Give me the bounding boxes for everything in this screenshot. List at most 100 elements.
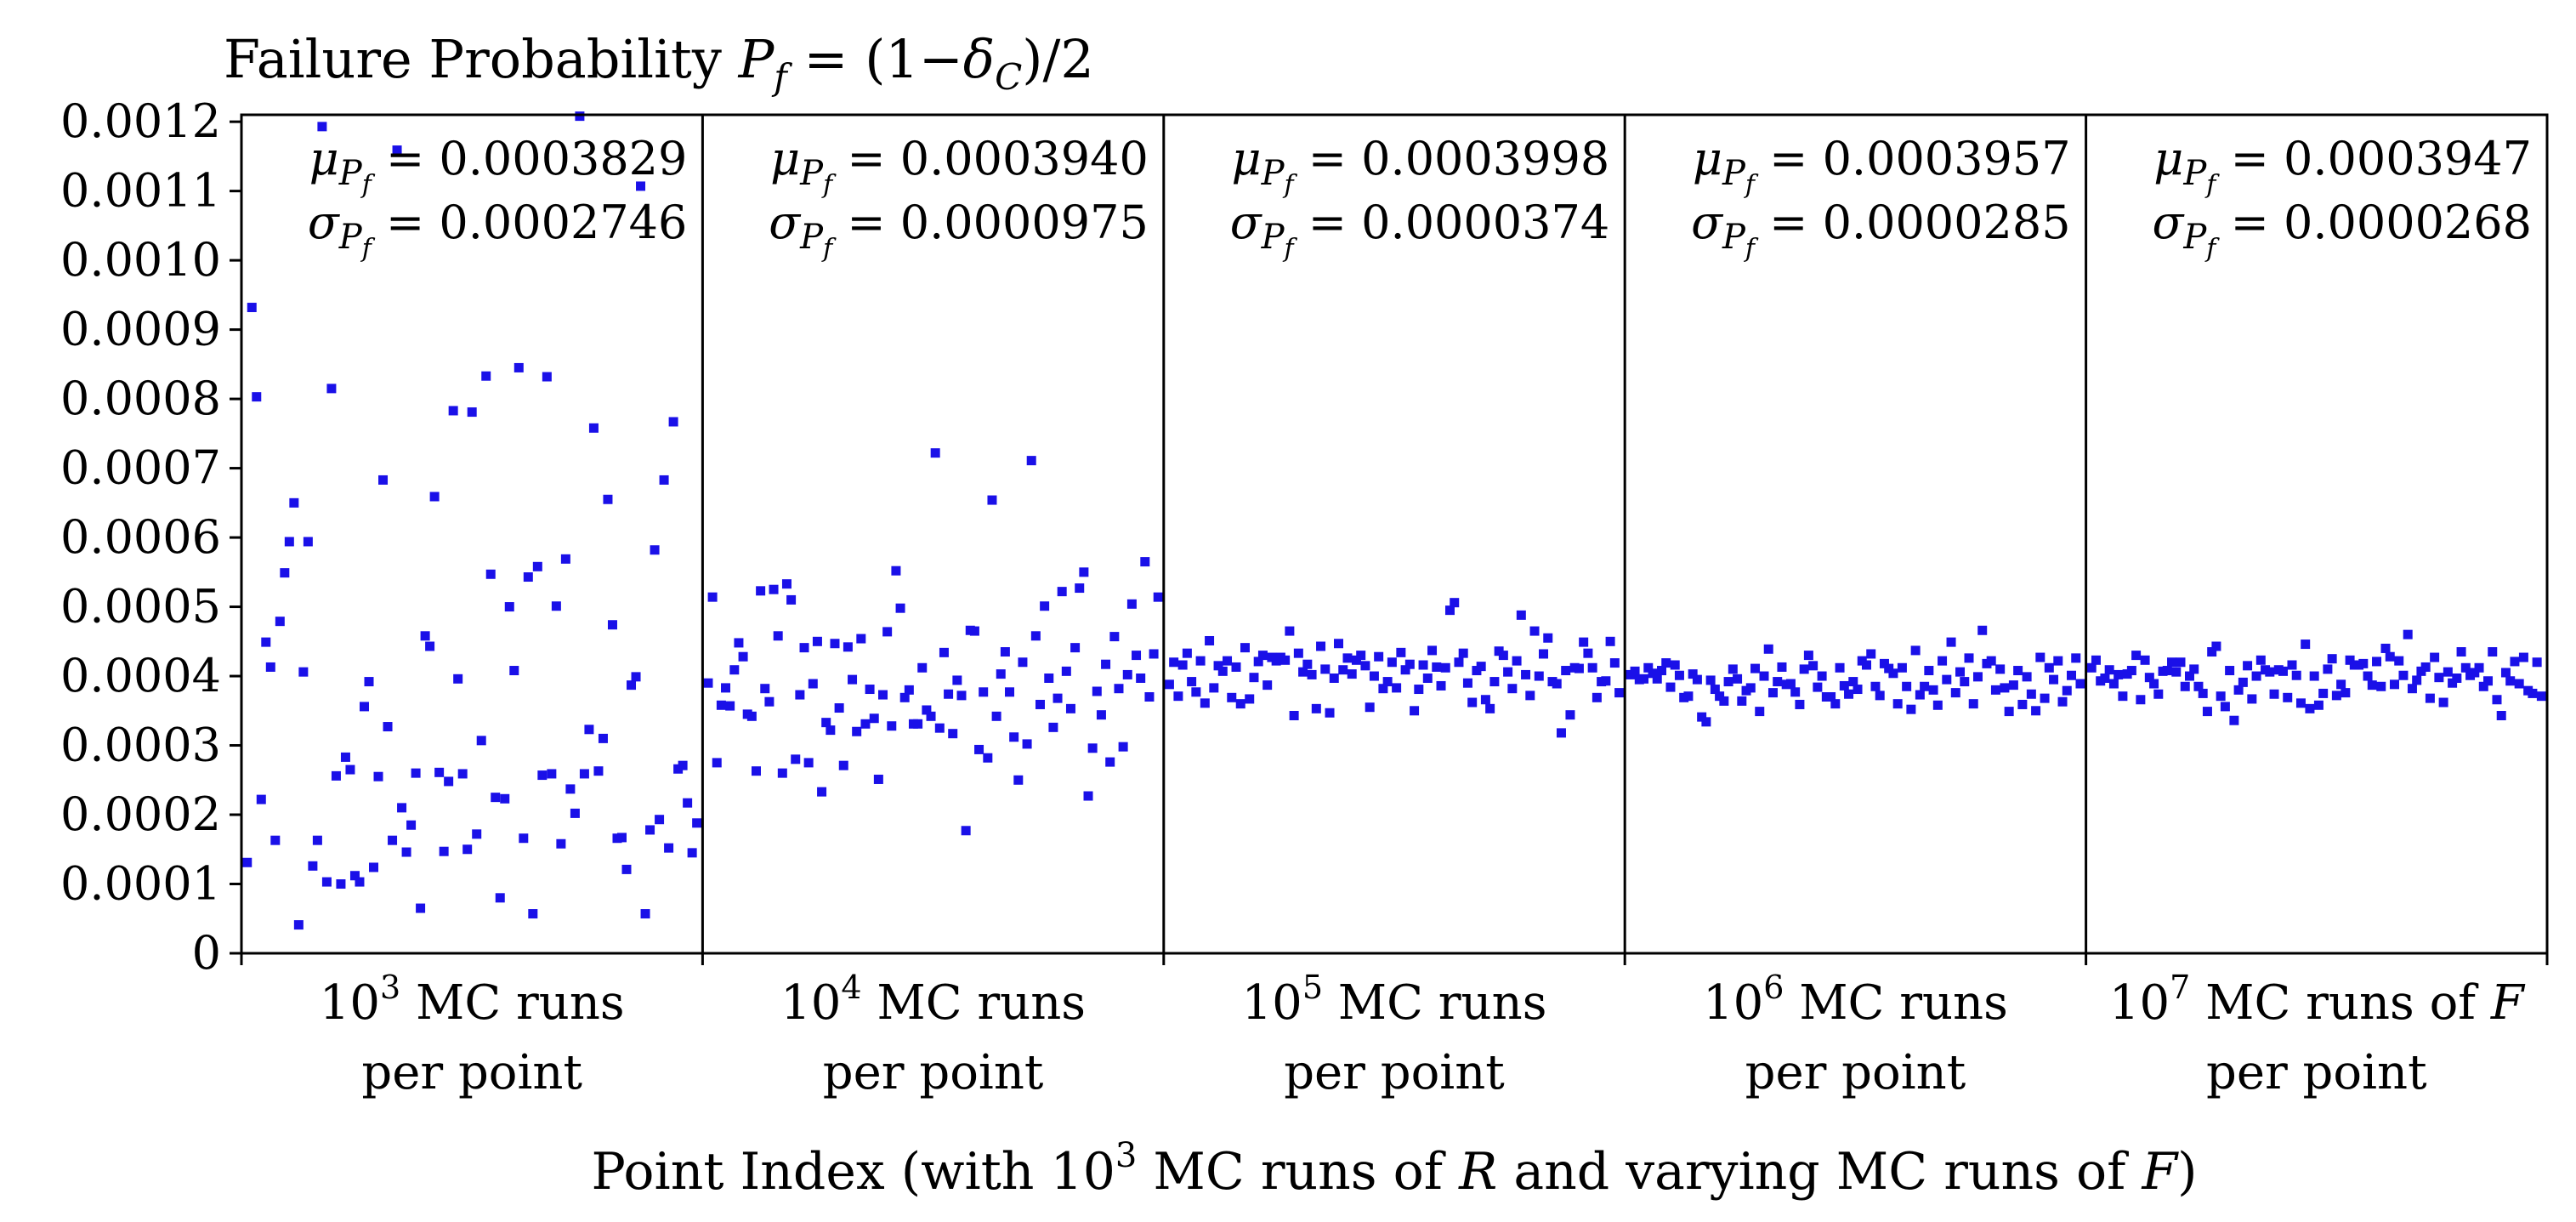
data-point [1661,658,1671,668]
mean-value: = 0.0003998 [1294,132,1610,185]
y-tick-label: 0.0006 [60,510,221,564]
data-point [1835,662,1845,673]
data-point [500,793,510,804]
data-point [1187,677,1197,687]
group-label: 106 MC runs [1703,969,2008,1031]
data-point [2091,655,2101,665]
data-point [812,636,822,646]
data-point [1096,710,1106,720]
data-point [1507,684,1518,694]
data-point [707,592,718,602]
data-point [1489,677,1500,687]
data-point [1065,703,1075,713]
data-point [2265,667,2275,677]
stddev-annotation: σPf = 0.0000285 [1691,196,2071,264]
mu-subscript: P [799,154,824,193]
data-point [944,689,954,699]
data-point [1374,651,1384,662]
data-point [1830,699,1841,709]
data-point [1521,669,1531,679]
data-point [2238,677,2248,687]
mu-symbol: μ [1231,132,1261,185]
data-point [2345,655,2355,665]
data-point [2398,670,2409,680]
data-point [256,794,266,804]
data-point [1910,645,1921,656]
y-tick-label: 0.0005 [60,580,221,634]
data-point [2049,674,2059,685]
stddev-value: = 0.0000975 [832,196,1149,249]
data-point [439,846,449,856]
data-point [1565,710,1575,720]
data-point [703,678,713,688]
data-point [1960,677,1970,687]
data-point [588,423,599,433]
data-point [821,718,831,728]
data-point [2136,695,2146,705]
data-point [650,545,660,555]
data-point [895,603,905,613]
x-axis-label-varying: and varying MC runs of [1497,1142,2142,1202]
data-point [1262,680,1273,691]
data-point [542,372,552,382]
data-point [1005,687,1015,697]
data-point [1122,669,1132,679]
x-axis-label-middle: MC runs of [1137,1142,1459,1202]
data-point [687,848,697,858]
data-point [2008,680,2018,691]
y-tick-label: 0.0008 [60,372,221,425]
data-point [1018,657,1028,668]
data-point [1813,682,1823,692]
data-point [293,920,304,930]
data-point [547,769,557,779]
data-point [843,642,853,652]
data-point [1462,678,1472,688]
data-point [926,711,936,721]
data-point [1009,732,1019,742]
data-point [1173,691,1183,702]
data-point [1861,660,1871,670]
mean-annotation: μPf = 0.0003829 [309,132,688,200]
data-point [2327,654,2337,664]
x-axis-label: Point Index (with 103 MC runs of R and v… [591,1136,2197,1202]
data-point [1169,657,1179,668]
y-tick-label: 0.0009 [60,303,221,356]
data-point [2017,699,2028,709]
data-point [1022,739,1032,749]
data-point [359,702,369,712]
data-point [242,857,252,867]
y-tick-label: 0.0004 [60,649,221,702]
data-point [2118,691,2128,702]
y-tick-label: 0.0012 [60,94,221,148]
data-point [1432,662,1442,672]
data-point [799,643,809,653]
data-point [289,497,299,508]
data-point [773,631,783,641]
data-point [1614,688,1625,698]
data-point [1977,625,1988,635]
data-point [331,770,341,781]
data-point [593,766,604,776]
group-label: 105 MC runs [1242,969,1547,1031]
sigma-subscript: P [1261,218,1285,257]
data-point [1512,656,1522,666]
data-point [2385,651,2395,662]
data-point [856,634,866,644]
data-point [2389,679,2399,690]
data-point [1866,649,1876,659]
data-point [2318,688,2329,698]
data-point [1035,699,1045,709]
sigma-subscript: P [2182,218,2207,257]
data-point [913,719,923,729]
data-point [1605,636,1615,646]
data-point [416,903,426,913]
data-point [734,638,744,648]
data-point [1630,666,1640,676]
data-point [1543,633,1553,643]
data-point [570,808,580,818]
mu-subscript: P [2182,154,2207,193]
data-point [261,637,271,647]
data-point [1136,673,1146,683]
data-point [1990,685,2000,695]
